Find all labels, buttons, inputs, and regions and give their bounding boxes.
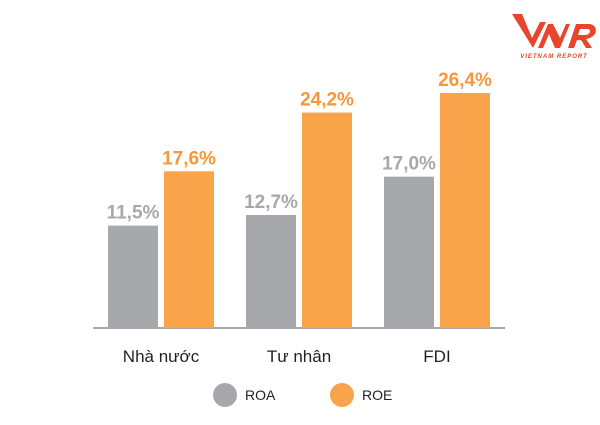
legend: ROA ROE — [213, 383, 392, 407]
data-label-roa-1: 12,7% — [244, 192, 298, 213]
legend-swatch-roe — [330, 383, 354, 407]
bar-roe-1 — [302, 112, 352, 328]
category-label-1: Tư nhân — [267, 347, 331, 366]
category-label-2: FDI — [423, 347, 450, 366]
vnr-logo: VIETNAM REPORT — [512, 14, 596, 60]
legend-label-roe: ROE — [362, 387, 392, 403]
category-label-0: Nhà nước — [123, 347, 200, 366]
legend-swatch-roa — [213, 383, 237, 407]
bar-roa-0 — [108, 225, 158, 328]
bar-roe-0 — [164, 171, 214, 328]
bar-roe-2 — [440, 93, 490, 328]
data-label-roe-1: 24,2% — [300, 90, 354, 111]
legend-label-roa: ROA — [245, 387, 276, 403]
bar-roa-2 — [384, 176, 434, 328]
data-label-roa-2: 17,0% — [382, 154, 436, 175]
data-label-roe-0: 17,6% — [162, 148, 216, 169]
logo-subtext: VIETNAM REPORT — [520, 54, 588, 60]
bar-roa-1 — [246, 214, 296, 328]
data-label-roe-2: 26,4% — [438, 70, 492, 91]
data-label-roa-0: 11,5% — [107, 203, 160, 224]
